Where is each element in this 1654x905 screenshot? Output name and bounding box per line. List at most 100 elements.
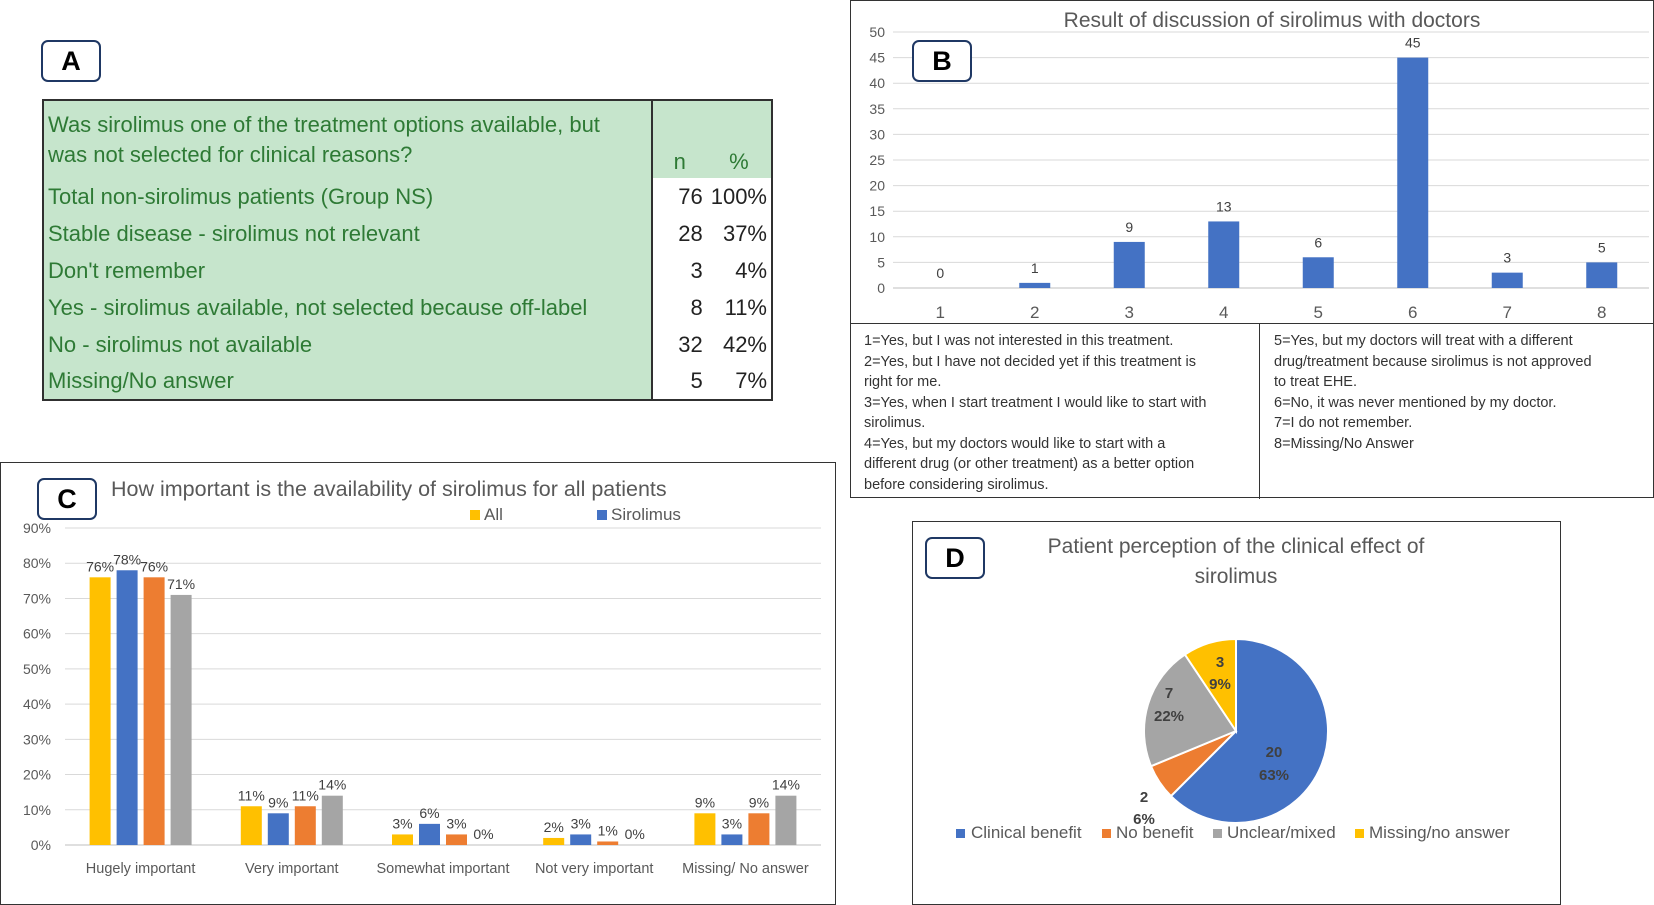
slice-count-no-benefit: 2 (1140, 789, 1148, 806)
chart-c-x-ticks: Hugely important Very important Somewhat i… (86, 861, 809, 877)
legend-line: 7=I do not remember. (1274, 415, 1413, 431)
data-label: 45 (1405, 35, 1421, 51)
data-label: 9 (1125, 219, 1133, 235)
y-tick-label: 10 (869, 229, 885, 245)
row-pct: 42% (706, 326, 772, 363)
y-tick-label: 10% (23, 802, 51, 818)
data-label: 3% (571, 815, 591, 831)
y-tick-label: 80% (23, 555, 51, 571)
legend-label-unclear: Unclear/mixed (1227, 823, 1336, 842)
bar (543, 837, 565, 845)
pie-slice (1143, 653, 1238, 768)
legend-line: drug/treatment because sirolimus is not … (1274, 353, 1592, 370)
panel-b-box: Result of discussion of sirolimus with d… (850, 0, 1654, 499)
chart-b-legend-left: 1=Yes, but I was not interested in this … (864, 331, 1206, 495)
data-label: 71% (167, 576, 195, 592)
data-label: 76% (140, 558, 168, 574)
slice-count-unclear: 7 (1165, 685, 1173, 702)
data-label: 3% (446, 815, 466, 831)
y-tick-label: 40% (23, 696, 51, 712)
y-tick-label: 50 (869, 24, 885, 40)
chart-b-bars (1019, 57, 1618, 288)
panel-c-label: C (37, 478, 97, 520)
bar (419, 823, 440, 845)
bar (294, 806, 316, 845)
bar (1397, 57, 1429, 288)
row-label: Stable disease - sirolimus not relevant (48, 220, 420, 246)
chart-c-title: How important is the availability of sir… (111, 477, 667, 501)
x-tick-label: Hugely important (86, 861, 196, 877)
panel-d-box: Patient perception of the clinical effec… (912, 521, 1561, 905)
panel-c-box: How important is the availability of sir… (0, 462, 836, 905)
bar (748, 813, 770, 845)
row-label: No - sirolimus not available (48, 331, 313, 357)
y-tick-label: 25 (869, 152, 885, 168)
bar (1208, 221, 1240, 288)
y-tick-label: 5 (877, 254, 885, 270)
bar (1019, 282, 1051, 288)
x-tick-label: 7 (1503, 303, 1512, 322)
row-pct: 7% (706, 363, 772, 400)
chart-d-legend: Clinical benefit No benefit Unclear/mixe… (956, 823, 1510, 842)
legend-line: 3=Yes, when I start treatment I would li… (864, 394, 1207, 411)
legend-swatch-clinical-benefit (956, 829, 965, 838)
data-label: 3 (1503, 250, 1511, 266)
row-n: 5 (650, 363, 707, 400)
x-tick-label: 6 (1408, 303, 1417, 322)
data-label: 5 (1598, 239, 1606, 255)
x-tick-label: Missing/ No answer (682, 861, 809, 877)
row-n: 3 (650, 252, 707, 289)
data-label: 13 (1216, 198, 1232, 214)
y-tick-label: 60% (23, 626, 51, 642)
legend-line: before considering sirolimus. (864, 476, 1049, 493)
x-tick-label: Very important (245, 861, 339, 877)
table-row: Stable disease - sirolimus not relevant … (43, 215, 772, 252)
x-tick-label: Not very important (535, 861, 653, 877)
data-label: 76% (86, 558, 114, 574)
table-row: Missing/No answer 5 7% (43, 363, 772, 400)
legend-line: 6=No, it was never mentioned by my docto… (1274, 394, 1557, 411)
bar (89, 577, 111, 845)
chart-b-gridlines (893, 31, 1649, 289)
bar (143, 577, 165, 845)
data-label: 9% (268, 794, 288, 810)
bar (775, 795, 797, 845)
row-label: Total non-sirolimus patients (Group NS) (48, 183, 434, 209)
legend-line: right for me. (864, 374, 942, 390)
legend-line: 5=Yes, but my doctors will treat with a … (1274, 333, 1573, 349)
row-n: 28 (650, 215, 707, 252)
chart-b-data-labels: 0 1 9 13 6 45 3 5 (936, 35, 1606, 281)
bar (116, 570, 138, 845)
row-pct: 4% (706, 252, 772, 289)
chart-d-title-line-2: sirolimus (1195, 565, 1278, 588)
question-line-2: was not selected for clinical reasons? (48, 141, 413, 167)
panel-d-label: D (925, 537, 985, 579)
chart-d-title-line-1: Patient perception of the clinical effec… (1048, 535, 1425, 558)
data-label: 11% (238, 787, 265, 803)
legend-line: 8=Missing/No Answer (1274, 435, 1414, 452)
legend-label-clinical-benefit: Clinical benefit (971, 823, 1082, 842)
slice-count-clinical-benefit: 20 (1266, 744, 1283, 761)
x-tick-label: 4 (1219, 303, 1228, 322)
table-row: Total non-sirolimus patients (Group NS) … (43, 178, 772, 215)
y-tick-label: 50% (23, 661, 51, 677)
y-tick-label: 20% (23, 767, 51, 783)
data-label: 3% (722, 815, 742, 831)
chart-b-title: Result of discussion of sirolimus with d… (1064, 9, 1481, 32)
legend-swatch-unclear (1213, 829, 1222, 838)
legend-label-all: All (484, 505, 503, 524)
bar (446, 834, 467, 845)
bar (1113, 241, 1145, 288)
legend-line: different drug (or other treatment) as a… (864, 456, 1195, 472)
slice-pct-no-benefit: 6% (1133, 811, 1155, 828)
x-tick-label: 8 (1597, 303, 1606, 322)
y-tick-label: 45 (869, 50, 885, 66)
panel-b-label: B (912, 40, 972, 82)
legend-line: 1=Yes, but I was not interested in this … (864, 333, 1174, 349)
table-row: Yes - sirolimus available, not selected … (43, 289, 772, 326)
legend-line: sirolimus. (864, 415, 926, 431)
chart-d-data-labels: 20 63% 2 6% 7 22% 3 9% (1133, 654, 1289, 828)
data-label: 1 (1031, 260, 1039, 276)
legend-label-sirolimus: Sirolimus (611, 505, 681, 524)
legend-swatch-sirolimus (597, 510, 607, 520)
